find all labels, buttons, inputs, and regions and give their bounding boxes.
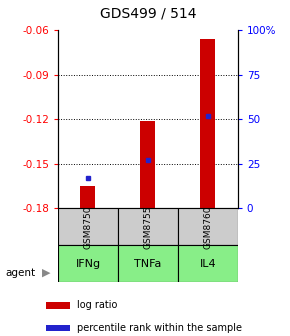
FancyBboxPatch shape: [178, 245, 238, 282]
FancyBboxPatch shape: [58, 245, 118, 282]
Bar: [140, 121, 155, 208]
Text: GDS499 / 514: GDS499 / 514: [100, 6, 196, 20]
Text: GSM8760: GSM8760: [203, 205, 212, 249]
FancyBboxPatch shape: [46, 325, 70, 331]
Text: log ratio: log ratio: [77, 300, 118, 310]
Text: IL4: IL4: [200, 259, 216, 269]
FancyBboxPatch shape: [58, 208, 118, 245]
Text: ▶: ▶: [42, 268, 50, 278]
Text: GSM8750: GSM8750: [84, 205, 93, 249]
Text: percentile rank within the sample: percentile rank within the sample: [77, 323, 242, 333]
Text: IFNg: IFNg: [75, 259, 101, 269]
FancyBboxPatch shape: [118, 208, 178, 245]
Text: GSM8755: GSM8755: [143, 205, 153, 249]
Bar: [200, 39, 215, 208]
Bar: [80, 186, 95, 208]
FancyBboxPatch shape: [178, 208, 238, 245]
Text: TNFa: TNFa: [134, 259, 162, 269]
FancyBboxPatch shape: [46, 302, 70, 309]
Text: agent: agent: [6, 268, 36, 278]
FancyBboxPatch shape: [118, 245, 178, 282]
